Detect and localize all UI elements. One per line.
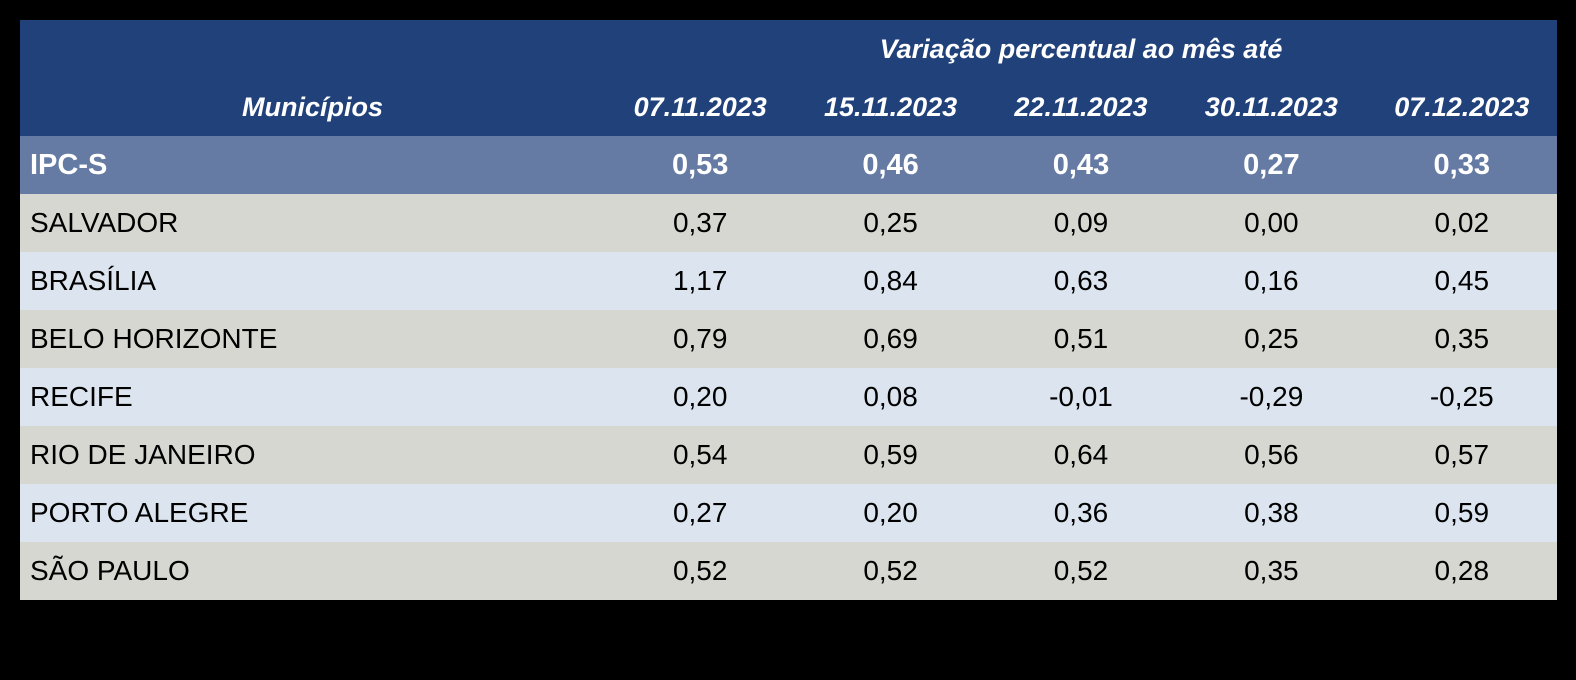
cell-value: 0,79 (605, 310, 796, 368)
ipc-s-value: 0,27 (1176, 136, 1367, 194)
cell-value: 0,35 (1366, 310, 1557, 368)
ipc-s-table: Variação percentual ao mês até Município… (20, 20, 1557, 600)
cell-value: 0,36 (985, 484, 1177, 542)
cell-value: 0,57 (1366, 426, 1557, 484)
cell-value: 0,35 (1176, 542, 1367, 600)
cell-value: 0,59 (1366, 484, 1557, 542)
header-group-row: Variação percentual ao mês até (20, 20, 1557, 78)
cell-value: -0,01 (985, 368, 1177, 426)
cell-value: 1,17 (605, 252, 796, 310)
table-row-porto-alegre: PORTO ALEGRE 0,27 0,20 0,36 0,38 0,59 (20, 484, 1557, 542)
cell-value: 0,52 (985, 542, 1177, 600)
municipality-label: RIO DE JANEIRO (20, 426, 605, 484)
header-columns-row: Municípios 07.11.2023 15.11.2023 22.11.2… (20, 78, 1557, 136)
table-row-belo-horizonte: BELO HORIZONTE 0,79 0,69 0,51 0,25 0,35 (20, 310, 1557, 368)
cell-value: 0,64 (985, 426, 1177, 484)
table-row-salvador: SALVADOR 0,37 0,25 0,09 0,00 0,02 (20, 194, 1557, 252)
cell-value: 0,37 (605, 194, 796, 252)
cell-value: 0,08 (795, 368, 986, 426)
table-row-brasilia: BRASÍLIA 1,17 0,84 0,63 0,16 0,45 (20, 252, 1557, 310)
cell-value: 0,56 (1176, 426, 1367, 484)
cell-value: 0,09 (985, 194, 1177, 252)
cell-value: 0,59 (795, 426, 986, 484)
municipios-column-header: Municípios (20, 78, 605, 136)
cell-value: 0,20 (605, 368, 796, 426)
cell-value: 0,51 (985, 310, 1177, 368)
cell-value: 0,20 (795, 484, 986, 542)
date-column-header: 07.11.2023 (605, 78, 796, 136)
cell-value: 0,54 (605, 426, 796, 484)
ipc-s-value: 0,33 (1366, 136, 1557, 194)
cell-value: 0,69 (795, 310, 986, 368)
cell-value: -0,29 (1176, 368, 1367, 426)
table-row-sao-paulo: SÃO PAULO 0,52 0,52 0,52 0,35 0,28 (20, 542, 1557, 600)
cell-value: 0,02 (1366, 194, 1557, 252)
municipality-label: BELO HORIZONTE (20, 310, 605, 368)
cell-value: 0,45 (1366, 252, 1557, 310)
cell-value: 0,63 (985, 252, 1177, 310)
cell-value: 0,27 (605, 484, 796, 542)
municipality-label: RECIFE (20, 368, 605, 426)
municipality-label: SALVADOR (20, 194, 605, 252)
ipc-s-value: 0,43 (985, 136, 1177, 194)
cell-value: 0,38 (1176, 484, 1367, 542)
cell-value: 0,52 (605, 542, 796, 600)
ipc-s-value: 0,53 (605, 136, 796, 194)
municipality-label: PORTO ALEGRE (20, 484, 605, 542)
cell-value: 0,25 (795, 194, 986, 252)
date-column-header: 07.12.2023 (1366, 78, 1557, 136)
table-row-recife: RECIFE 0,20 0,08 -0,01 -0,29 -0,25 (20, 368, 1557, 426)
municipality-label: BRASÍLIA (20, 252, 605, 310)
cell-value: -0,25 (1366, 368, 1557, 426)
municipality-label: SÃO PAULO (20, 542, 605, 600)
table-row-rio-de-janeiro: RIO DE JANEIRO 0,54 0,59 0,64 0,56 0,57 (20, 426, 1557, 484)
cell-value: 0,00 (1176, 194, 1367, 252)
date-column-header: 30.11.2023 (1176, 78, 1367, 136)
header-spacer (20, 20, 605, 78)
date-column-header: 15.11.2023 (795, 78, 986, 136)
date-column-header: 22.11.2023 (985, 78, 1177, 136)
ipc-s-summary-row: IPC-S 0,53 0,46 0,43 0,27 0,33 (20, 136, 1557, 194)
cell-value: 0,52 (795, 542, 986, 600)
cell-value: 0,16 (1176, 252, 1367, 310)
ipc-s-value: 0,46 (795, 136, 986, 194)
cell-value: 0,28 (1366, 542, 1557, 600)
cell-value: 0,25 (1176, 310, 1367, 368)
ipc-s-row-label: IPC-S (20, 136, 605, 194)
variation-period-title: Variação percentual ao mês até (605, 20, 1557, 78)
cell-value: 0,84 (795, 252, 986, 310)
